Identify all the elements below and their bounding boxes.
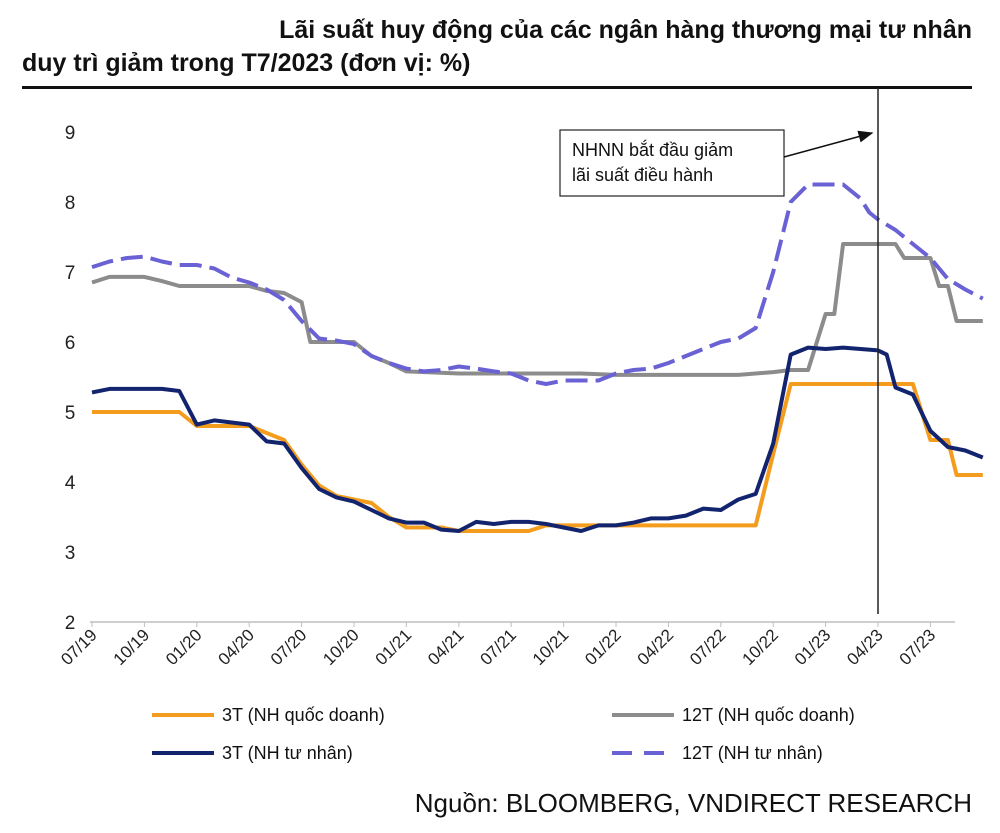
legend-label: 12T (NH quốc doanh) xyxy=(682,704,855,725)
y-tick-label: 7 xyxy=(65,263,76,284)
chart-title-line-1: Lãi suất huy động của các ngân hàng thươ… xyxy=(279,16,972,44)
y-tick-label: 8 xyxy=(65,193,76,214)
legend-item: 12T (NH quốc doanh) xyxy=(612,704,855,726)
x-tick-label: 10/19 xyxy=(110,625,154,669)
title-divider xyxy=(22,86,972,89)
annotation-line-2: lãi suất điều hành xyxy=(572,165,713,185)
annotation-box xyxy=(559,129,785,197)
y-tick-label: 6 xyxy=(65,333,76,354)
legend-swatch xyxy=(612,751,674,755)
legend-item: 3T (NH tư nhân) xyxy=(152,742,353,764)
y-tick-label: 2 xyxy=(65,613,76,634)
y-tick-label: 9 xyxy=(65,123,76,144)
chart-title-line-2: duy trì giảm trong T7/2023 (đơn vị: %) xyxy=(22,49,471,77)
x-tick-label: 10/22 xyxy=(739,625,783,669)
legend-label: 12T (NH tư nhân) xyxy=(682,742,823,763)
x-tick-label: 10/21 xyxy=(529,625,573,669)
x-tick-label: 07/23 xyxy=(896,625,940,669)
source-note: Nguồn: BLOOMBERG, VNDIRECT RESEARCH xyxy=(414,788,972,818)
chart-title: Lãi suất huy động của các ngân hàng thươ… xyxy=(22,14,972,80)
legend-label: 3T (NH quốc doanh) xyxy=(222,704,385,725)
y-tick-label: 4 xyxy=(65,473,76,494)
x-tick-label: 01/21 xyxy=(372,625,416,669)
series-line-1 xyxy=(92,382,983,533)
x-tick-label: 07/20 xyxy=(267,625,311,669)
x-tick-label: 04/20 xyxy=(215,625,259,669)
series-line-3 xyxy=(91,345,984,533)
y-tick-label: 3 xyxy=(65,543,76,564)
legend-item: 12T (NH tư nhân) xyxy=(612,742,823,764)
x-tick-label: 04/22 xyxy=(634,625,678,669)
legend-swatch xyxy=(152,751,214,755)
x-tick-label: 01/20 xyxy=(162,625,206,669)
legend-swatch xyxy=(612,713,674,717)
y-tick-label: 5 xyxy=(65,403,76,424)
x-tick-label: 01/22 xyxy=(581,625,625,669)
x-tick-label: 04/21 xyxy=(424,625,468,669)
legend-swatch xyxy=(152,713,214,717)
x-tick-label: 07/21 xyxy=(477,625,521,669)
legend-label: 3T (NH tư nhân) xyxy=(222,742,353,763)
annotation-arrow xyxy=(783,130,874,158)
x-tick-label: 01/23 xyxy=(791,625,835,669)
x-tick-label: 10/20 xyxy=(319,625,363,669)
x-tick-label: 07/22 xyxy=(686,625,730,669)
x-tick-label: 04/23 xyxy=(843,625,887,669)
annotation-line-1: NHNN bắt đầu giảm xyxy=(572,139,733,160)
series-line-4 xyxy=(91,182,984,386)
series-line-2 xyxy=(91,242,983,377)
legend-item: 3T (NH quốc doanh) xyxy=(152,704,385,726)
